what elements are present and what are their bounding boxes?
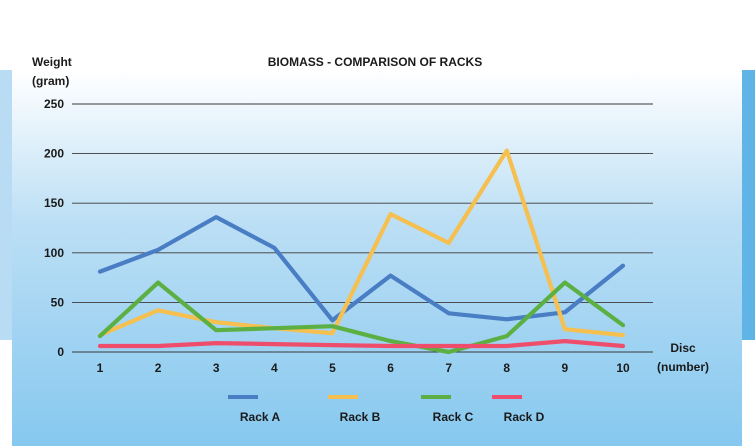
y-tick-label: 50 <box>51 295 65 309</box>
y-axis-label-line-2: (gram) <box>32 74 69 88</box>
chart-title: BIOMASS - COMPARISON OF RACKS <box>268 55 482 69</box>
x-tick-label: 8 <box>503 361 510 375</box>
gridlines <box>72 103 653 353</box>
y-axis-label-line-1: Weight <box>32 55 72 69</box>
x-tick-label: 9 <box>562 361 569 375</box>
y-tick-label: 100 <box>44 246 64 260</box>
x-tick-label: 4 <box>271 361 278 375</box>
x-tick-label: 5 <box>329 361 336 375</box>
series-line-rack-a <box>97 215 626 323</box>
legend: Rack A Rack B Rack C Rack D <box>228 395 545 424</box>
x-tick-label: 2 <box>155 361 162 375</box>
x-axis-label-line-1: Disc <box>670 341 696 355</box>
y-tick-label: 250 <box>44 97 64 111</box>
legend-label: Rack D <box>504 410 545 424</box>
legend-label: Rack C <box>433 410 474 424</box>
y-tick-label: 200 <box>44 147 64 161</box>
y-tick-labels: 0 50 100 150 200 250 <box>44 97 64 359</box>
x-tick-label: 1 <box>97 361 104 375</box>
series-line-rack-c <box>97 280 626 355</box>
y-tick-label: 0 <box>57 345 64 359</box>
series-line-rack-d <box>97 339 626 349</box>
legend-label: Rack A <box>240 410 281 424</box>
x-tick-label: 3 <box>213 361 220 375</box>
x-tick-label: 6 <box>387 361 394 375</box>
x-tick-labels: 1 2 3 4 5 6 7 8 9 10 <box>97 361 630 375</box>
y-tick-label: 150 <box>44 196 64 210</box>
legend-label: Rack B <box>340 410 381 424</box>
series-lines <box>97 148 626 355</box>
x-tick-label: 10 <box>616 361 630 375</box>
series-line-rack-b <box>97 148 626 338</box>
x-tick-label: 7 <box>445 361 452 375</box>
x-axis-label-line-2: (number) <box>657 360 709 374</box>
